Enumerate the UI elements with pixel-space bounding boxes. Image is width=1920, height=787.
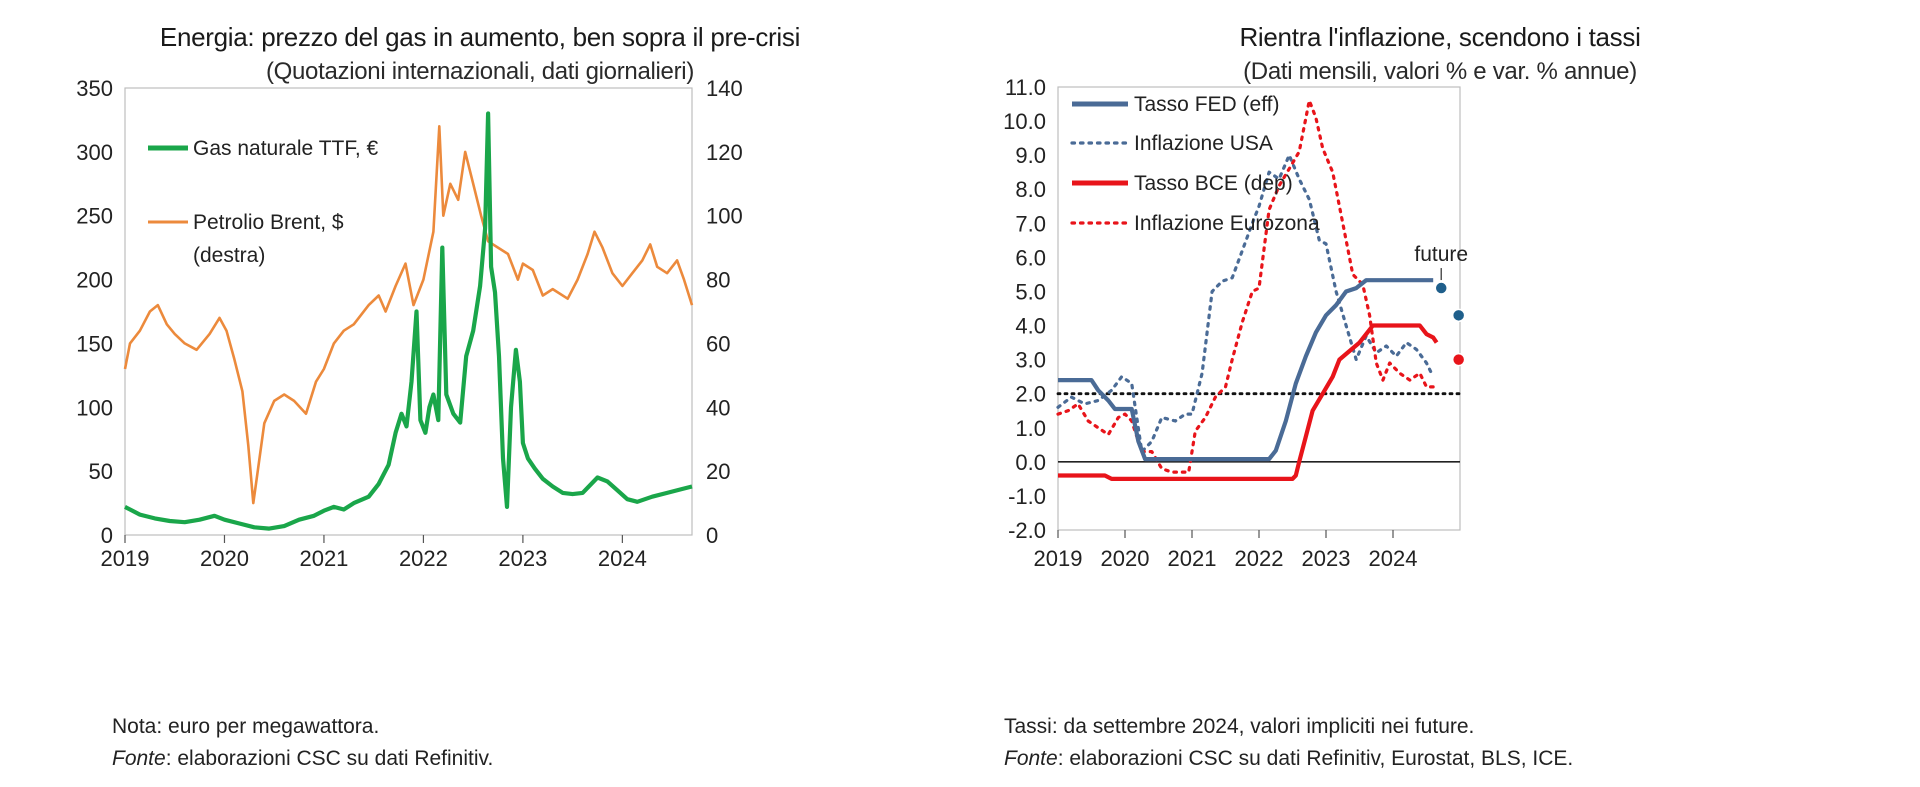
x-tick-label: 2024 [1369, 546, 1418, 571]
future-marker [1434, 281, 1448, 295]
source-text: : elaborazioni CSC su dati Refinitiv, Eu… [1057, 747, 1574, 770]
chart-note: Nota: euro per megawattora. [112, 715, 380, 738]
y-tick-label: 5.0 [1015, 279, 1046, 304]
inflation-rates-chart: -2.0 -1.0 0.0 1.0 2.0 3.0 4.0 5.0 6.0 7.0 8.0 9.0 10… [1003, 75, 1468, 571]
y-tick-label: 7.0 [1015, 211, 1046, 236]
legend-label-brent: Petrolio Brent, $ [193, 211, 344, 234]
x-tick-label: 2021 [299, 546, 348, 571]
y-tick-label-right: 80 [706, 268, 730, 293]
y-tick-label: -2.0 [1008, 518, 1046, 543]
y-tick-label-right: 140 [706, 76, 743, 101]
y-tick-label-left: 0 [101, 523, 113, 548]
gas-oil-chart: 0 50 100 150 200 250 300 350 0 20 40 60 80 100 120 140 2… [76, 76, 743, 571]
future-annotation-label: future [1414, 243, 1468, 266]
x-tick-label: 2020 [1101, 546, 1150, 571]
gas-oil-chart-panel: Energia: prezzo del gas in aumento, ben … [76, 22, 801, 771]
legend-label-ttf: Gas naturale TTF, € [193, 137, 379, 160]
chart-title: Energia: prezzo del gas in aumento, ben … [159, 22, 801, 52]
legend-label-brent-axis: (destra) [193, 244, 265, 267]
future-marker [1451, 352, 1466, 367]
x-tick-label: 2021 [1168, 546, 1217, 571]
future-marker [1451, 308, 1466, 323]
y-tick-label-right: 0 [706, 523, 718, 548]
y-tick-label-left: 300 [76, 140, 113, 165]
y-tick-label: 9.0 [1015, 143, 1046, 168]
y-tick-label-left: 200 [76, 268, 113, 293]
plot-frame [124, 87, 693, 536]
series-line-ecb [1058, 323, 1439, 481]
series-line-ttf [124, 111, 693, 531]
chart-subtitle: (Quotazioni internazionali, dati giornal… [265, 58, 695, 85]
y-tick-label: 10.0 [1003, 109, 1046, 134]
x-tick-label: 2022 [399, 546, 448, 571]
chart-source: Fonte: elaborazioni CSC su dati Refiniti… [112, 747, 493, 771]
y-tick-label: -1.0 [1008, 484, 1046, 509]
y-tick-label: 6.0 [1015, 245, 1046, 270]
y-tick-label: 11.0 [1005, 75, 1046, 100]
y-tick-label-right: 20 [706, 459, 730, 484]
y-tick-label: 0.0 [1015, 450, 1046, 475]
x-tick-label: 2019 [1034, 546, 1083, 571]
y-tick-label-left: 350 [76, 76, 113, 101]
legend-label-ecb: Tasso BCE (dep) [1134, 172, 1293, 195]
y-tick-label-right: 40 [706, 395, 730, 420]
series-line-fed [1058, 278, 1434, 462]
legend-label-ez-inflation: Inflazione Eurozona [1134, 212, 1320, 235]
x-tick-label: 2023 [1302, 546, 1351, 571]
y-tick-label: 4.0 [1015, 314, 1046, 339]
y-tick-label-right: 60 [706, 331, 730, 356]
chart-subtitle: (Dati mensili, valori % e var. % annue) [1243, 58, 1637, 85]
y-tick-label: 3.0 [1015, 348, 1046, 373]
inflation-rates-chart-panel: Rientra l'inflazione, scendono i tassi (… [960, 0, 1920, 787]
y-tick-label-right: 100 [706, 204, 743, 229]
x-tick-label: 2022 [1235, 546, 1284, 571]
x-tick-label: 2019 [101, 546, 150, 571]
source-label: Fonte [112, 747, 166, 770]
source-text: : elaborazioni CSC su dati Refinitiv. [165, 747, 494, 770]
y-tick-label: 8.0 [1015, 177, 1046, 202]
chart-source: Fonte: elaborazioni CSC su dati Refiniti… [1004, 747, 1573, 771]
y-tick-label: 2.0 [1015, 382, 1046, 407]
legend-label-usa-inflation: Inflazione USA [1134, 132, 1273, 155]
y-tick-label: 1.0 [1015, 416, 1046, 441]
series-line-brent [123, 125, 694, 505]
x-tick-label: 2020 [200, 546, 249, 571]
y-tick-label-right: 120 [706, 140, 743, 165]
x-tick-label: 2024 [598, 546, 647, 571]
legend-label-fed: Tasso FED (eff) [1134, 93, 1279, 116]
y-tick-label-left: 150 [76, 331, 113, 356]
chart-title: Rientra l'inflazione, scendono i tassi [1239, 22, 1641, 52]
chart-note: Tassi: da settembre 2024, valori implici… [1004, 715, 1475, 738]
y-tick-label-left: 100 [76, 395, 113, 420]
series-line-ez-inflation [1056, 99, 1435, 474]
y-tick-label-left: 50 [89, 459, 113, 484]
x-tick-label: 2023 [498, 546, 547, 571]
source-label: Fonte [1004, 747, 1058, 770]
y-tick-label-left: 250 [76, 204, 113, 229]
